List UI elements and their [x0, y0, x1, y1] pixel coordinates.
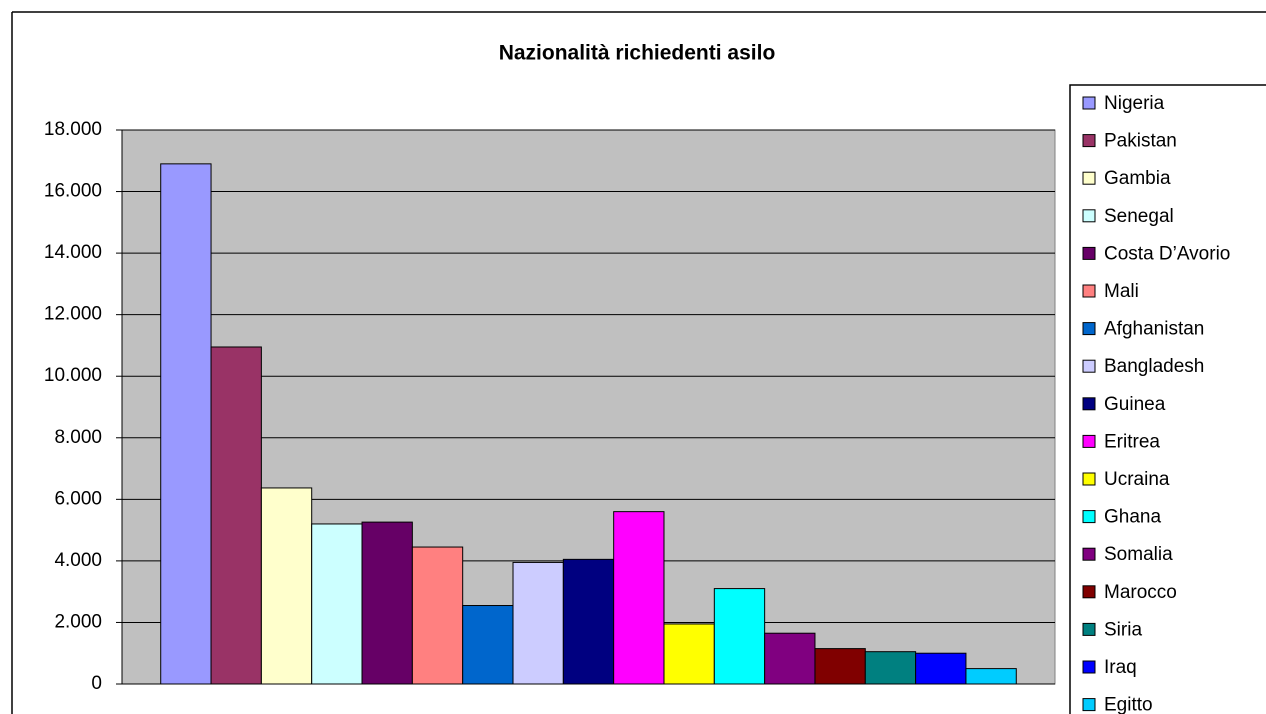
y-tick-label: 12.000 — [44, 304, 102, 325]
legend-swatch — [1082, 96, 1096, 110]
legend-swatch — [1082, 510, 1096, 524]
y-tick-label: 16.000 — [44, 181, 102, 202]
legend-swatch — [1082, 585, 1096, 599]
y-tick-label: 18.000 — [44, 119, 102, 140]
legend-swatch — [1082, 622, 1096, 636]
bar — [210, 346, 262, 685]
bar — [915, 652, 967, 685]
legend-label: Somalia — [1104, 544, 1173, 565]
legend-label: Egitto — [1104, 695, 1153, 714]
y-tick-label: 8.000 — [54, 427, 102, 448]
legend-swatch — [1082, 660, 1096, 674]
legend-swatch — [1082, 246, 1096, 260]
bar — [663, 623, 715, 685]
y-tick-label: 0 — [91, 673, 102, 694]
legend-box — [1069, 84, 1266, 714]
legend-swatch — [1082, 209, 1096, 223]
legend-label: Ucraina — [1104, 469, 1170, 490]
bar — [512, 561, 564, 685]
bar — [613, 511, 665, 685]
legend-label: Guinea — [1104, 394, 1166, 415]
bar — [361, 521, 413, 685]
bar — [562, 558, 615, 685]
bar — [462, 605, 514, 685]
y-tick-label: 14.000 — [44, 242, 102, 263]
y-tick-label: 2.000 — [54, 611, 102, 632]
bar — [160, 163, 212, 685]
legend-swatch — [1082, 547, 1096, 561]
legend-label: Ghana — [1104, 507, 1161, 528]
bar — [864, 651, 917, 685]
bar — [311, 523, 363, 685]
legend-label: Costa D’Avorio — [1104, 243, 1230, 264]
bar — [260, 487, 313, 685]
legend-swatch — [1082, 698, 1096, 712]
legend-label: Nigeria — [1104, 93, 1165, 114]
legend-label: Senegal — [1104, 206, 1174, 227]
legend-swatch — [1082, 134, 1096, 148]
y-tick-label: 4.000 — [54, 550, 102, 571]
legend-label: Gambia — [1104, 168, 1171, 189]
legend-label: Afghanistan — [1104, 319, 1204, 340]
legend-swatch — [1082, 284, 1096, 298]
legend-label: Siria — [1104, 619, 1142, 640]
legend-swatch — [1082, 359, 1096, 373]
bar — [814, 648, 866, 685]
chart-title: Nazionalità richiedenti asilo — [499, 42, 776, 65]
legend-swatch — [1082, 397, 1096, 411]
bar — [764, 632, 816, 685]
y-tick-label: 6.000 — [54, 488, 102, 509]
legend-label: Iraq — [1104, 657, 1137, 678]
legend-swatch — [1082, 434, 1096, 448]
legend-label: Bangladesh — [1104, 356, 1204, 377]
legend-label: Pakistan — [1104, 131, 1177, 152]
legend-swatch — [1082, 472, 1096, 486]
y-tick-label: 10.000 — [44, 365, 102, 386]
legend-swatch — [1082, 171, 1096, 185]
legend-label: Mali — [1104, 281, 1139, 302]
legend-label: Marocco — [1104, 582, 1177, 603]
bar — [411, 546, 464, 685]
bar — [713, 588, 766, 685]
bar — [965, 668, 1017, 685]
legend-label: Eritrea — [1104, 431, 1160, 452]
legend-swatch — [1082, 322, 1096, 336]
